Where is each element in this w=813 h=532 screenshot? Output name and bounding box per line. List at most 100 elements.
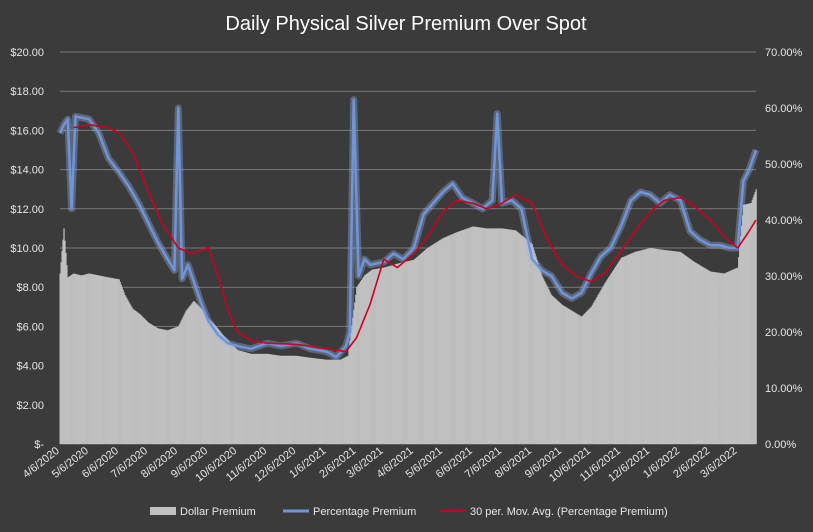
dollar-premium-bar bbox=[235, 348, 238, 444]
dollar-premium-bar bbox=[118, 279, 120, 444]
dollar-premium-bar bbox=[215, 326, 217, 444]
dollar-premium-bar bbox=[243, 351, 245, 444]
x-axis-ticks: 4/6/20205/6/20206/6/20207/6/20208/6/2020… bbox=[21, 445, 740, 485]
dollar-premium-bar bbox=[84, 274, 86, 444]
dollar-premium-bar bbox=[147, 322, 149, 444]
dollar-premium-bar bbox=[289, 355, 291, 444]
dollar-premium-bar bbox=[455, 232, 457, 444]
dollar-premium-bar bbox=[140, 315, 143, 444]
dollar-premium-bar bbox=[462, 229, 465, 444]
dollar-premium-bar bbox=[430, 245, 433, 444]
dollar-premium-bar bbox=[527, 240, 529, 444]
dollar-premium-bar bbox=[246, 352, 248, 444]
dollar-premium-bar bbox=[496, 228, 498, 444]
dollar-premium-bar bbox=[718, 272, 720, 444]
dollar-premium-bar bbox=[566, 307, 568, 444]
dollar-premium-bar bbox=[308, 357, 310, 444]
dollar-premium-bar bbox=[233, 346, 235, 444]
dollar-premium-bar bbox=[728, 271, 730, 444]
dollar-premium-bar bbox=[674, 251, 676, 444]
dollar-premium-bar bbox=[752, 197, 754, 444]
dollar-premium-bar bbox=[560, 303, 562, 444]
dollar-premium-bar bbox=[675, 251, 677, 444]
dollar-premium-bar bbox=[438, 240, 440, 444]
dollar-premium-bar bbox=[755, 189, 757, 444]
dollar-premium-bar bbox=[139, 314, 142, 444]
dollar-premium-bar bbox=[511, 229, 513, 444]
dollar-premium-bar bbox=[223, 336, 225, 444]
dollar-premium-bar bbox=[463, 229, 466, 444]
dollar-premium-bar bbox=[452, 234, 454, 444]
dollar-premium-bar bbox=[80, 275, 83, 444]
dollar-premium-bar bbox=[479, 227, 481, 444]
legend-swatch-dollar-premium bbox=[150, 507, 176, 515]
dollar-premium-bar bbox=[602, 286, 604, 444]
dollar-premium-bar bbox=[475, 226, 477, 444]
dollar-premium-bar bbox=[601, 288, 603, 444]
dollar-premium-bar bbox=[672, 250, 674, 444]
dollar-premium-bar bbox=[319, 358, 321, 444]
dollar-premium-bar bbox=[328, 359, 331, 444]
dollar-premium-bar bbox=[248, 353, 250, 444]
dollar-premium-bar bbox=[695, 262, 697, 444]
dollar-premium-bar bbox=[467, 228, 469, 444]
dollar-premium-bar bbox=[68, 276, 70, 444]
dollar-premium-bar bbox=[101, 276, 103, 444]
dollar-premium-bar bbox=[603, 284, 605, 444]
dollar-premium-bar bbox=[217, 328, 219, 444]
dollar-premium-bar bbox=[489, 228, 492, 444]
dollar-premium-bar bbox=[729, 270, 731, 444]
left-axis-tick-label: $8.00 bbox=[16, 282, 44, 294]
dollar-premium-bar bbox=[141, 316, 144, 444]
dollar-premium-bar bbox=[304, 357, 307, 444]
dollar-premium-bar bbox=[351, 325, 353, 444]
dollar-premium-bar bbox=[623, 256, 625, 444]
dollar-premium-bar bbox=[152, 325, 154, 444]
dollar-premium-bar bbox=[426, 248, 429, 444]
dollar-premium-bar bbox=[604, 283, 606, 444]
dollar-premium-bar bbox=[169, 329, 171, 444]
dollar-premium-bar bbox=[100, 275, 102, 444]
dollar-premium-bar bbox=[227, 340, 229, 444]
dollar-premium-bar bbox=[148, 323, 150, 444]
dollar-premium-bar bbox=[480, 227, 482, 444]
dollar-premium-bar bbox=[508, 229, 510, 444]
dollar-premium-bar bbox=[472, 226, 474, 444]
dollar-premium-bar bbox=[655, 248, 657, 444]
dollar-premium-bar bbox=[64, 240, 66, 444]
dollar-premium-bar bbox=[183, 314, 185, 444]
dollar-premium-bar bbox=[662, 249, 664, 444]
dollar-premium-bar bbox=[656, 248, 658, 444]
dollar-premium-bar bbox=[600, 290, 602, 444]
dollar-premium-bar bbox=[682, 254, 685, 444]
dollar-premium-bar bbox=[721, 273, 723, 444]
dollar-premium-bar bbox=[477, 227, 479, 444]
dollar-premium-bar bbox=[673, 251, 675, 444]
dollar-premium-bar bbox=[234, 347, 237, 444]
dollar-premium-bar bbox=[189, 305, 191, 444]
dollar-premium-bar bbox=[344, 357, 346, 444]
dollar-premium-bar bbox=[528, 241, 530, 444]
dollar-premium-bar bbox=[167, 330, 169, 444]
dollar-premium-bar bbox=[514, 230, 516, 444]
dollar-premium-bar bbox=[288, 355, 290, 444]
dollar-premium-bar bbox=[226, 339, 228, 444]
dollar-premium-bar bbox=[503, 228, 505, 444]
dollar-premium-bar bbox=[405, 261, 407, 444]
dollar-premium-bar bbox=[545, 283, 547, 444]
dollar-premium-bar bbox=[605, 281, 607, 444]
dollar-premium-bar bbox=[590, 306, 592, 444]
dollar-premium-bar bbox=[660, 249, 662, 444]
dollar-premium-bar bbox=[531, 244, 533, 444]
dollar-premium-bar bbox=[390, 265, 392, 444]
dollar-premium-bar bbox=[629, 254, 631, 444]
dollar-premium-bar bbox=[547, 287, 549, 444]
dollar-premium-bar bbox=[342, 358, 344, 444]
dollar-premium-bar bbox=[207, 318, 210, 444]
dollar-premium-bar bbox=[258, 353, 260, 444]
dollar-premium-bar bbox=[123, 292, 125, 444]
dollar-premium-bar bbox=[184, 312, 186, 444]
dollar-premium-bar bbox=[710, 271, 713, 444]
dollar-premium-bar bbox=[225, 338, 227, 444]
dollar-premium-bar bbox=[625, 255, 627, 444]
